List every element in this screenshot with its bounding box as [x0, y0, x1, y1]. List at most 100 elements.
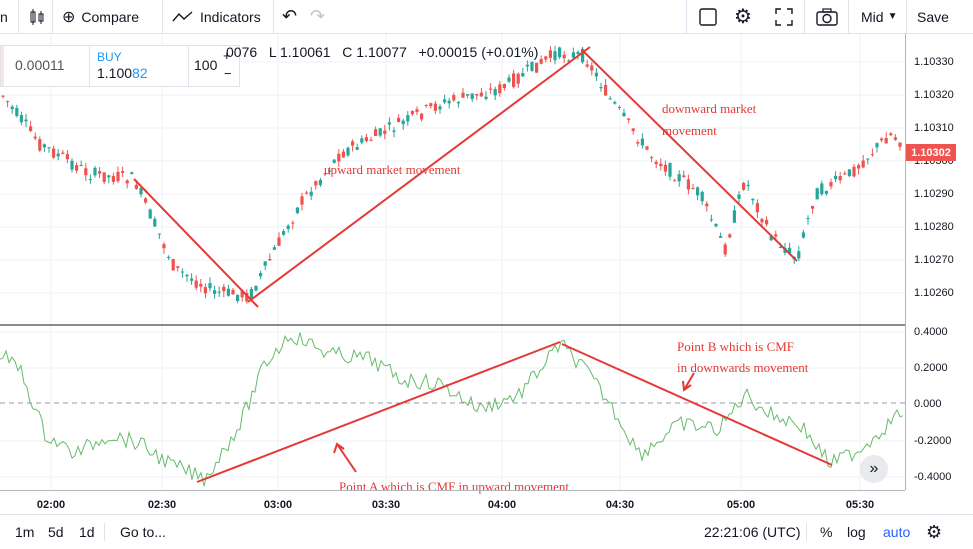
trend-line-up — [247, 46, 591, 303]
trend-line-down-2 — [581, 49, 798, 262]
candle-body — [148, 209, 152, 219]
double-chevron-right-icon: » — [869, 460, 879, 477]
candle-body — [286, 225, 290, 229]
fullscreen-icon[interactable] — [774, 0, 794, 33]
candle-body — [893, 137, 897, 140]
compare-button[interactable]: ⊕ Compare — [62, 0, 139, 33]
redo-icon[interactable]: ↷ — [310, 6, 326, 26]
candle-body — [29, 126, 33, 131]
candle-body — [498, 84, 502, 94]
symbol-search-cut[interactable]: n — [0, 8, 8, 25]
candle-body — [429, 103, 433, 107]
candle-body — [696, 187, 700, 196]
candle-body — [33, 136, 37, 139]
percent-toggle[interactable]: % — [820, 524, 833, 540]
save-button[interactable]: Save — [917, 8, 949, 25]
time-tick: 05:00 — [726, 499, 756, 511]
time-tick: 02:30 — [147, 499, 177, 511]
candle-body — [56, 153, 60, 157]
candle-body — [6, 101, 10, 103]
candle-body — [470, 93, 474, 100]
scroll-to-realtime-button[interactable]: » — [860, 455, 888, 483]
price-axis[interactable]: 1.10330 1.10320 1.10310 1.10300 1.10290 … — [905, 34, 973, 490]
candles-icon[interactable] — [27, 0, 47, 33]
candle-body — [677, 174, 681, 182]
candle-body — [162, 244, 166, 249]
price-tick: 1.10260 — [914, 287, 954, 299]
candle-body — [401, 120, 405, 125]
candle-body — [263, 261, 267, 266]
candle-body — [493, 88, 497, 96]
candle-body — [622, 112, 626, 117]
cmf-line — [0, 332, 904, 487]
candle-body — [61, 152, 65, 154]
current-price-badge: 1.10302 — [906, 144, 956, 161]
cmf-tick: -0.2000 — [914, 435, 952, 447]
time-tick: 02:00 — [36, 499, 66, 511]
gear-icon[interactable]: ⚙ — [926, 521, 943, 542]
buy-button[interactable]: BUY 1.10082 — [89, 46, 189, 86]
candle-body — [843, 173, 847, 175]
candle-body — [829, 181, 833, 187]
gear-icon[interactable]: ⚙ — [734, 6, 752, 28]
range-5d-button[interactable]: 5d — [48, 524, 64, 540]
annotation-downward-1: downward market — [662, 101, 757, 116]
sell-strip[interactable] — [1, 46, 4, 86]
candle-body — [447, 100, 451, 104]
buy-price: 1.10082 — [97, 65, 148, 81]
quantity-decrease-icon[interactable]: − — [224, 66, 232, 81]
candle-body — [332, 159, 336, 163]
candle-body — [355, 146, 359, 150]
undo-icon[interactable]: ↶ — [282, 6, 298, 26]
candle-body — [415, 109, 419, 113]
log-toggle[interactable]: log — [847, 524, 866, 540]
utc-clock[interactable]: 22:21:06 (UTC) — [704, 524, 801, 540]
auto-toggle[interactable]: auto — [883, 524, 911, 540]
time-tick: 05:30 — [845, 499, 875, 511]
range-1m-button[interactable]: 1m — [15, 524, 35, 540]
candle-body — [121, 171, 125, 173]
time-axis[interactable]: 02:00 02:30 03:00 03:30 04:00 04:30 05:0… — [0, 490, 905, 515]
candle-body — [562, 54, 566, 59]
candle-body — [880, 138, 884, 141]
candle-body — [65, 154, 69, 160]
indicators-button[interactable]: Indicators — [172, 0, 261, 33]
fullscreen-square-icon[interactable] — [698, 0, 718, 33]
candle-body — [300, 196, 304, 205]
ohlc-change: +0.00015 (+0.01%) — [418, 44, 539, 60]
goto-button[interactable]: Go to... — [120, 524, 166, 540]
candle-body — [567, 60, 571, 62]
candle-body — [778, 246, 782, 248]
chart-area[interactable] — [0, 34, 905, 490]
candle-body — [755, 203, 759, 213]
candle-body — [769, 236, 773, 241]
candle-body — [268, 258, 272, 261]
candle-body — [521, 73, 525, 77]
candle-body — [295, 207, 299, 214]
candle-body — [801, 232, 805, 238]
candle-body — [217, 291, 221, 293]
camera-icon[interactable] — [815, 0, 839, 33]
candle-body — [52, 148, 56, 158]
candle-body — [585, 64, 589, 67]
range-1d-button[interactable]: 1d — [79, 524, 95, 540]
candle-body — [314, 181, 318, 186]
quantity-increase-icon[interactable]: + — [223, 48, 231, 63]
quantity-value[interactable]: 100 — [194, 57, 218, 73]
candle-body — [599, 86, 603, 89]
candle-body — [604, 85, 608, 96]
candle-body — [364, 137, 368, 142]
candle-body — [10, 106, 14, 110]
candle-body — [548, 50, 552, 58]
candle-body — [847, 169, 851, 177]
price-source-dropdown[interactable]: Mid ▼ — [861, 0, 897, 33]
ohlc-legend: 0076 L 1.10061 C 1.10077 +0.00015 (+0.01… — [226, 44, 538, 60]
candle-body — [282, 231, 286, 235]
candle-body — [544, 56, 548, 60]
price-tick: 1.10310 — [914, 122, 954, 134]
compare-icon: ⊕ — [62, 8, 76, 26]
candle-body — [742, 182, 746, 190]
candle-body — [291, 222, 295, 224]
time-tick: 04:00 — [487, 499, 517, 511]
candle-body — [134, 184, 138, 189]
